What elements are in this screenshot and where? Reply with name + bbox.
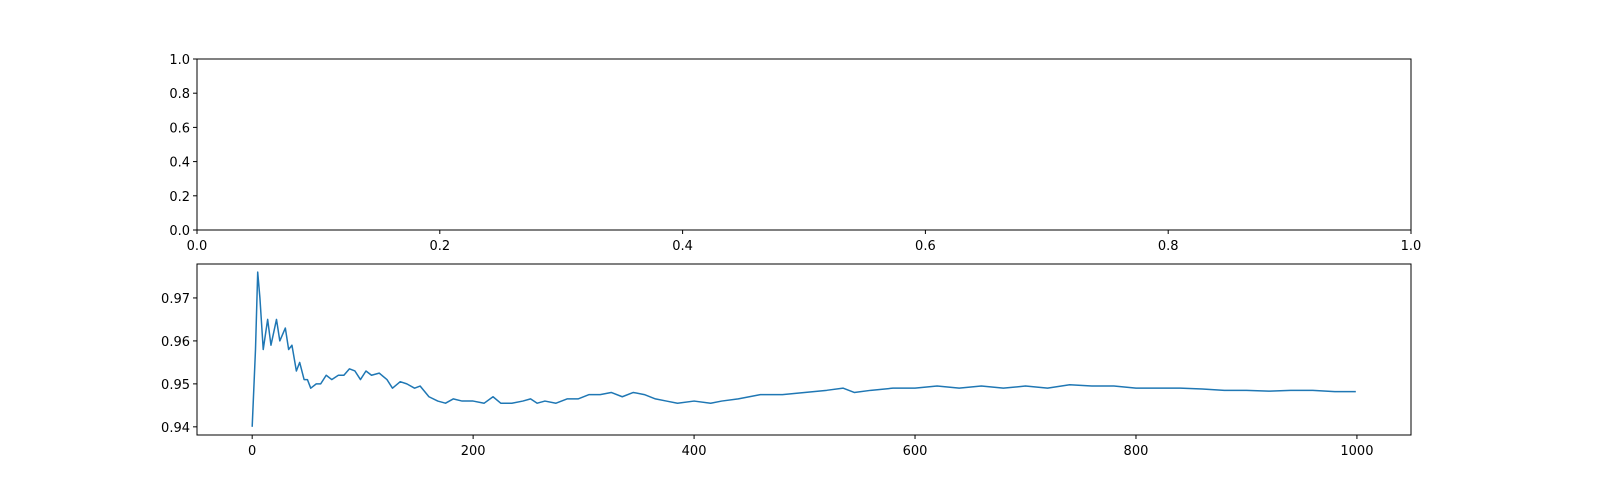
x-tick-label: 1.0 — [1401, 239, 1422, 254]
y-tick-label: 0.95 — [161, 378, 190, 393]
x-tick-label: 1000 — [1340, 444, 1373, 459]
y-tick-label: 0.0 — [169, 224, 190, 239]
axes-frame — [196, 58, 1412, 231]
x-tick-label: 0.2 — [429, 239, 450, 254]
x-tick-label: 0.8 — [1158, 239, 1179, 254]
x-tick-label: 0.4 — [672, 239, 693, 254]
y-tick-label: 1.0 — [169, 53, 190, 68]
x-tick-label: 0.6 — [915, 239, 936, 254]
y-tick-label: 0.2 — [169, 190, 190, 205]
y-tick-label: 0.97 — [161, 292, 190, 307]
y-tick-label: 0.8 — [169, 87, 190, 102]
x-tick-label: 0.0 — [187, 239, 208, 254]
y-tick-label: 0.4 — [169, 156, 190, 171]
x-tick-label: 800 — [1124, 444, 1149, 459]
x-tick-label: 0 — [248, 444, 256, 459]
y-tick-label: 0.94 — [161, 421, 190, 436]
x-tick-label: 600 — [903, 444, 928, 459]
y-tick-label: 0.96 — [161, 335, 190, 350]
x-tick-label: 400 — [682, 444, 707, 459]
line-series — [251, 271, 1356, 427]
y-tick-label: 0.6 — [169, 121, 190, 136]
x-tick-label: 200 — [461, 444, 486, 459]
axes-frame — [196, 263, 1412, 436]
